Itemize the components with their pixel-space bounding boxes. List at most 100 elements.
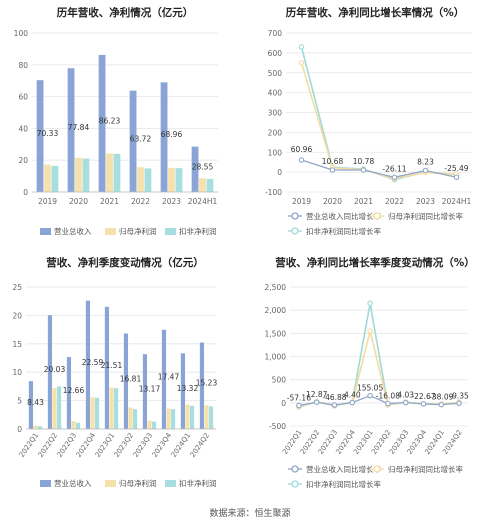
y-tick-label: 60 <box>18 93 28 102</box>
y-tick-label: 0 <box>281 399 286 408</box>
quarterly-revenue-profit-chart: 营收、净利季度变动情况（亿元） 0 5 10 15 20 25 8.43 20.03 12.66 2… <box>0 250 250 500</box>
data-label: 16.81 <box>120 374 142 383</box>
y-tick-label: 2,500 <box>265 283 287 292</box>
chart-title: 营收、净利季度变动情况（亿元） <box>46 256 204 269</box>
bar <box>175 168 183 192</box>
bar <box>75 157 82 192</box>
bar <box>160 82 168 192</box>
data-label: 20.03 <box>44 365 66 374</box>
y-tick-label: 500 <box>268 69 283 78</box>
bar <box>75 422 81 429</box>
bar <box>166 408 171 429</box>
y-tick-label: 100 <box>14 29 29 38</box>
y-tick-label: 500 <box>272 376 287 385</box>
data-label: 12.66 <box>63 386 85 395</box>
data-label: 8.43 <box>27 398 44 407</box>
data-label: 10.68 <box>322 157 344 166</box>
bar <box>199 178 206 192</box>
data-point <box>385 400 391 407</box>
chart-title: 营收、净利同比增长率季度变动情况（%） <box>275 256 475 269</box>
data-label: 86.23 <box>99 116 121 125</box>
bar <box>56 386 62 429</box>
y-tick-label: 0 <box>277 168 282 177</box>
y-tick-label: 1,500 <box>265 329 287 338</box>
legend-swatch <box>165 228 176 235</box>
bar <box>137 167 144 192</box>
data-label: -57.16 <box>287 393 311 402</box>
bar <box>161 329 167 429</box>
data-point <box>331 402 338 408</box>
x-tick-label: 2020 <box>69 197 88 206</box>
bar <box>191 146 199 192</box>
bar <box>189 405 195 429</box>
chart-title: 历年营收、净利同比增长率情况（%） <box>286 6 465 19</box>
x-tick-label: 2023 <box>162 197 181 206</box>
data-label: 28.55 <box>192 162 214 171</box>
chart-svg: 营收、净利同比增长率季度变动情况（%） -500 0 500 1,000 1,500 2,0… <box>265 256 475 489</box>
bar <box>47 315 53 429</box>
bar <box>113 388 119 429</box>
x-tick-label: 2021 <box>354 197 373 206</box>
data-point <box>453 174 460 180</box>
bar <box>185 404 190 429</box>
data-label: 10.78 <box>353 157 375 166</box>
bar <box>94 397 100 429</box>
y-tick-label: 20 <box>18 156 28 165</box>
legend-swatch <box>165 480 176 487</box>
data-point <box>367 392 373 399</box>
x-tick-label: 2024H1 <box>442 197 472 206</box>
legend-label: 归母净利润同比增长率 <box>388 464 463 474</box>
bar <box>144 168 152 192</box>
data-point <box>313 399 320 405</box>
bar <box>85 300 91 429</box>
y-tick-label: 300 <box>268 109 283 118</box>
data-point <box>298 157 305 163</box>
legend-swatch <box>40 228 51 235</box>
legend-swatch <box>40 480 51 487</box>
legend-marker <box>373 212 381 220</box>
bar <box>28 381 34 429</box>
data-label: -38.09 <box>429 393 453 402</box>
bar <box>90 397 95 429</box>
legend-label: 归母净利润 <box>119 478 157 488</box>
bar <box>168 167 175 192</box>
data-label: 12.87 <box>306 390 328 399</box>
data-point <box>422 167 429 174</box>
legend-label: 扣非净利润同比增长率 <box>306 226 381 236</box>
data-point <box>420 401 427 407</box>
y-tick-label: 40 <box>18 124 28 133</box>
bar <box>113 153 121 192</box>
bar <box>129 90 137 192</box>
bar <box>147 420 152 429</box>
bar <box>132 409 138 429</box>
bar <box>123 333 129 429</box>
bar <box>170 409 176 429</box>
data-label: 21.51 <box>101 361 123 370</box>
x-tick-label: 2019 <box>292 197 311 206</box>
data-point <box>367 300 373 306</box>
bar <box>142 354 148 429</box>
y-tick-label: 0 <box>17 425 22 434</box>
legend-marker <box>291 227 299 235</box>
bar <box>71 421 76 429</box>
y-tick-label: 400 <box>268 89 283 98</box>
chart-title: 历年营收、净利情况（亿元） <box>57 6 194 19</box>
series-line <box>298 394 460 407</box>
data-label: 13.32 <box>177 384 199 393</box>
legend-marker <box>291 480 299 488</box>
data-label: 60.96 <box>291 145 313 154</box>
y-tick-label: 2,000 <box>265 306 287 315</box>
bar <box>44 164 51 192</box>
bar <box>204 405 209 429</box>
data-point <box>349 399 356 406</box>
quarterly-growth-rate-chart: 营收、净利同比增长率季度变动情况（%） -500 0 500 1,000 1,500 2,0… <box>250 250 500 500</box>
data-point <box>402 399 409 406</box>
data-point <box>456 400 462 407</box>
legend-swatch <box>105 480 116 487</box>
data-label: 15.23 <box>196 379 218 388</box>
data-label: -9.35 <box>449 391 469 400</box>
legend-label: 营业总收入同比增长率 <box>306 464 381 474</box>
data-label: 4.40 <box>344 391 361 400</box>
data-label: -46.88 <box>322 393 346 402</box>
y-tick-label: 100 <box>268 148 283 157</box>
